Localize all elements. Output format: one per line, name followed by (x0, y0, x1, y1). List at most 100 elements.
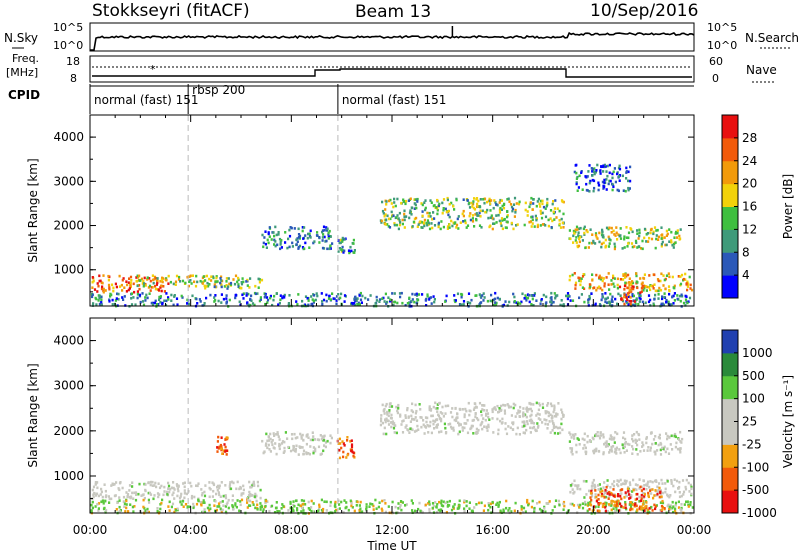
echo-cell (156, 279, 159, 282)
echo-cell (321, 246, 325, 250)
echo-cell (613, 233, 616, 236)
echo-cell (546, 197, 549, 201)
echo-cell (569, 447, 572, 450)
echo-cell (512, 203, 516, 206)
echo-cell (631, 445, 634, 448)
echo-cell (228, 483, 232, 486)
station-title: Stokkseyri (fitACF) (92, 1, 250, 21)
echo-cell (170, 293, 173, 297)
echo-cell (634, 239, 638, 243)
echo-cell (608, 171, 611, 175)
echo-cell (598, 231, 601, 235)
echo-cell (307, 436, 310, 439)
echo-cell (292, 500, 295, 503)
echo-cell (109, 292, 112, 296)
echo-cell (183, 496, 186, 500)
echo-cell (387, 419, 390, 423)
echo-cell (511, 209, 514, 213)
echo-cell (224, 495, 227, 498)
echo-cell (666, 494, 669, 498)
echo-cell (277, 231, 280, 234)
echo-cell (581, 275, 585, 278)
echo-cell (304, 295, 308, 298)
echo-cell (118, 285, 122, 288)
echo-cell (346, 439, 349, 442)
echo-cell (584, 452, 588, 456)
echo-cell (456, 412, 459, 416)
echo-cell (634, 487, 637, 491)
echo-cell (544, 411, 547, 415)
echo-cell (594, 170, 597, 174)
echo-cell (624, 491, 627, 494)
echo-cell (190, 484, 193, 488)
echo-cell (593, 286, 596, 289)
echo-cell (658, 286, 661, 290)
echo-cell (113, 482, 116, 486)
echo-cell (97, 494, 100, 498)
echo-cell (576, 228, 579, 231)
echo-cell (574, 433, 577, 436)
echo-cell (663, 445, 666, 449)
echo-cell (568, 278, 571, 282)
echo-cell (352, 238, 355, 242)
echo-cell (496, 404, 499, 408)
echo-cell (448, 226, 451, 229)
echo-cell (449, 411, 453, 414)
echo-cell (131, 491, 134, 495)
echo-cell (644, 505, 647, 508)
echo-cell (656, 449, 659, 452)
cpid-label: CPID (8, 88, 40, 102)
echo-cell (382, 296, 385, 300)
echo-cell (638, 231, 641, 235)
echo-cell (398, 223, 402, 227)
echo-cell (385, 410, 388, 414)
echo-cell (636, 229, 639, 232)
echo-cell (616, 483, 619, 486)
echo-cell (313, 240, 316, 243)
echo-cell (242, 492, 245, 495)
echo-cell (354, 295, 357, 299)
echo-cell (516, 412, 519, 415)
echo-cell (509, 203, 513, 206)
echo-cell (645, 437, 648, 441)
echo-cell (305, 451, 308, 454)
echo-cell (385, 218, 388, 222)
echo-cell (128, 287, 131, 290)
echo-cell (312, 435, 315, 438)
echo-cell (546, 404, 549, 407)
echo-cell (264, 302, 267, 306)
echo-cell (600, 245, 603, 249)
echo-cell (460, 295, 463, 299)
echo-cell (581, 506, 585, 510)
echo-cell (625, 177, 628, 180)
echo-cell (621, 174, 624, 178)
nsearch-tick-bottom: 10^0 (707, 39, 737, 52)
echo-cell (221, 500, 224, 503)
echo-cell (599, 487, 602, 491)
echo-cell (329, 235, 332, 238)
echo-cell (393, 223, 396, 227)
echo-cell (616, 283, 619, 287)
echo-cell (591, 279, 594, 282)
echo-cell (229, 487, 233, 491)
echo-cell (323, 439, 326, 442)
echo-cell (652, 438, 656, 441)
echo-cell (594, 302, 597, 306)
echo-cell (592, 505, 595, 508)
echo-cell (487, 508, 490, 512)
echo-cell (317, 438, 321, 442)
y-tick-label: 2000 (53, 424, 84, 438)
echo-cell (159, 295, 162, 298)
echo-cell (599, 172, 602, 175)
echo-cell (671, 275, 674, 279)
echo-cell (605, 188, 608, 191)
echo-cell (535, 401, 538, 405)
echo-cell (351, 506, 354, 509)
echo-cell (605, 495, 608, 499)
echo-cell (403, 215, 406, 219)
echo-cell (288, 245, 291, 249)
echo-cell (592, 241, 595, 244)
echo-cell (470, 424, 473, 428)
echo-cell (133, 491, 136, 495)
echo-cell (436, 208, 439, 212)
